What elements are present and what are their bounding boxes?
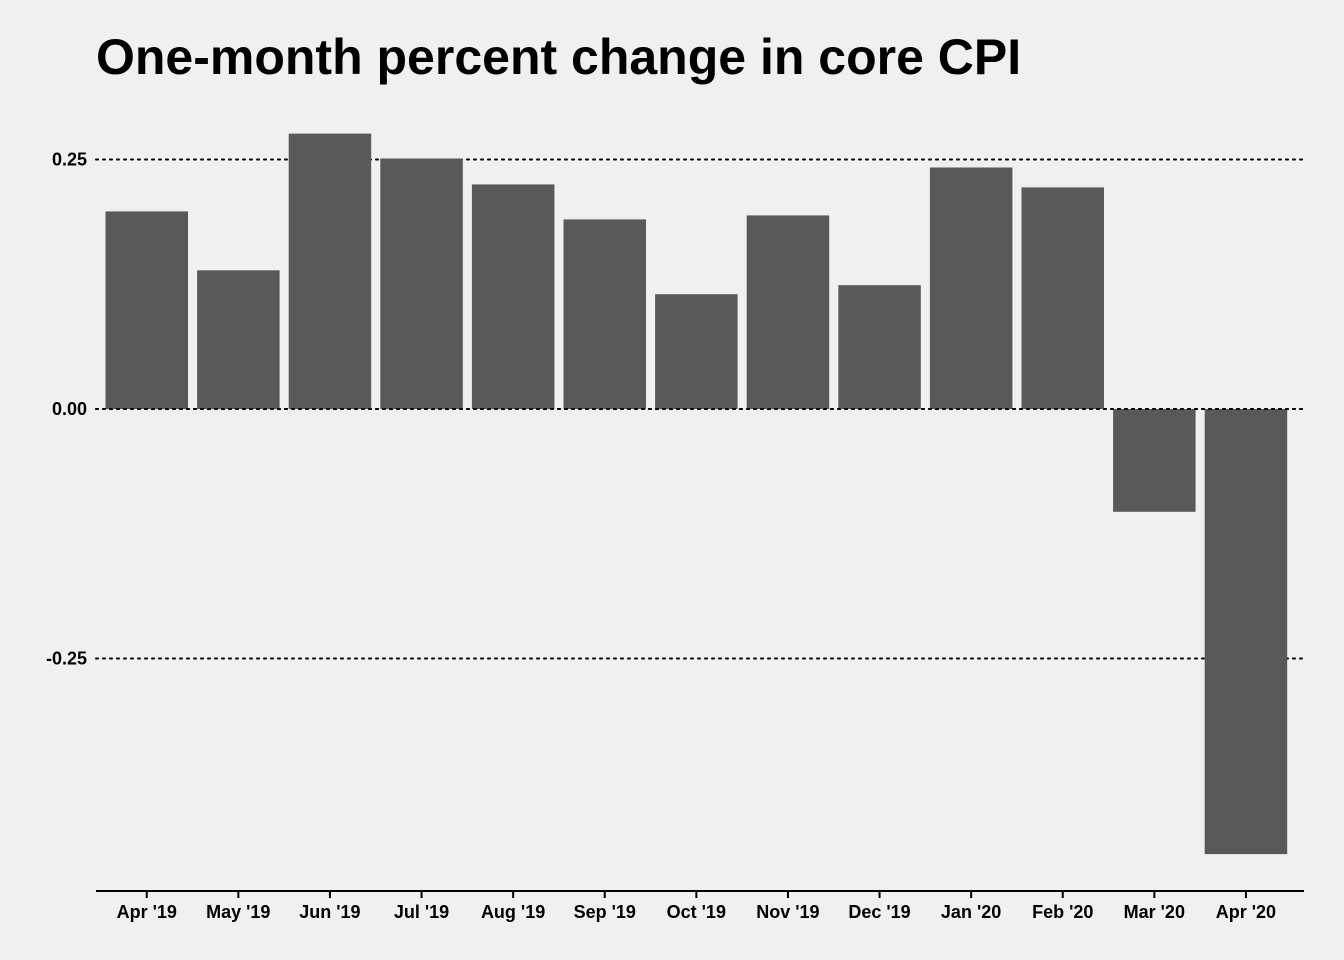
bar [288,133,372,409]
x-tick-label: Jun '19 [299,902,360,922]
chart-title: One-month percent change in core CPI [96,29,1022,85]
bars [105,133,1288,855]
x-tick-label: Apr '20 [1216,902,1276,922]
x-tick-label: Oct '19 [667,902,726,922]
bar [655,294,738,409]
bar [1113,409,1196,512]
bar [471,184,555,409]
bar [197,270,280,409]
x-tick-label: Jul '19 [394,902,449,922]
y-tick-label: 0.00 [52,399,87,419]
x-tick-label: Dec '19 [848,902,910,922]
bar [746,215,830,409]
x-axis [96,890,1304,898]
y-tick-label: 0.25 [52,150,87,170]
bar [929,167,1013,409]
x-axis-ticks: Apr '19 May '19 Jun '19 Jul '19 Aug '19 Sep '… [117,902,1276,922]
x-tick-label: Feb '20 [1032,902,1093,922]
x-tick-label: Nov '19 [756,902,819,922]
x-tick-label: Jan '20 [941,902,1001,922]
y-tick-label: -0.25 [46,649,87,669]
bar [563,219,646,409]
bar [105,211,188,409]
x-tick-label: Mar '20 [1124,902,1185,922]
x-tick-label: May '19 [206,902,270,922]
x-tick-label: Aug '19 [481,902,545,922]
x-tick-label: Sep '19 [574,902,636,922]
bar [380,158,463,409]
bar [1021,187,1104,409]
bar [838,285,921,409]
y-axis-ticks: -0.25 0.00 0.25 [46,150,87,669]
x-tick-label: Apr '19 [117,902,177,922]
bar [1204,409,1288,855]
